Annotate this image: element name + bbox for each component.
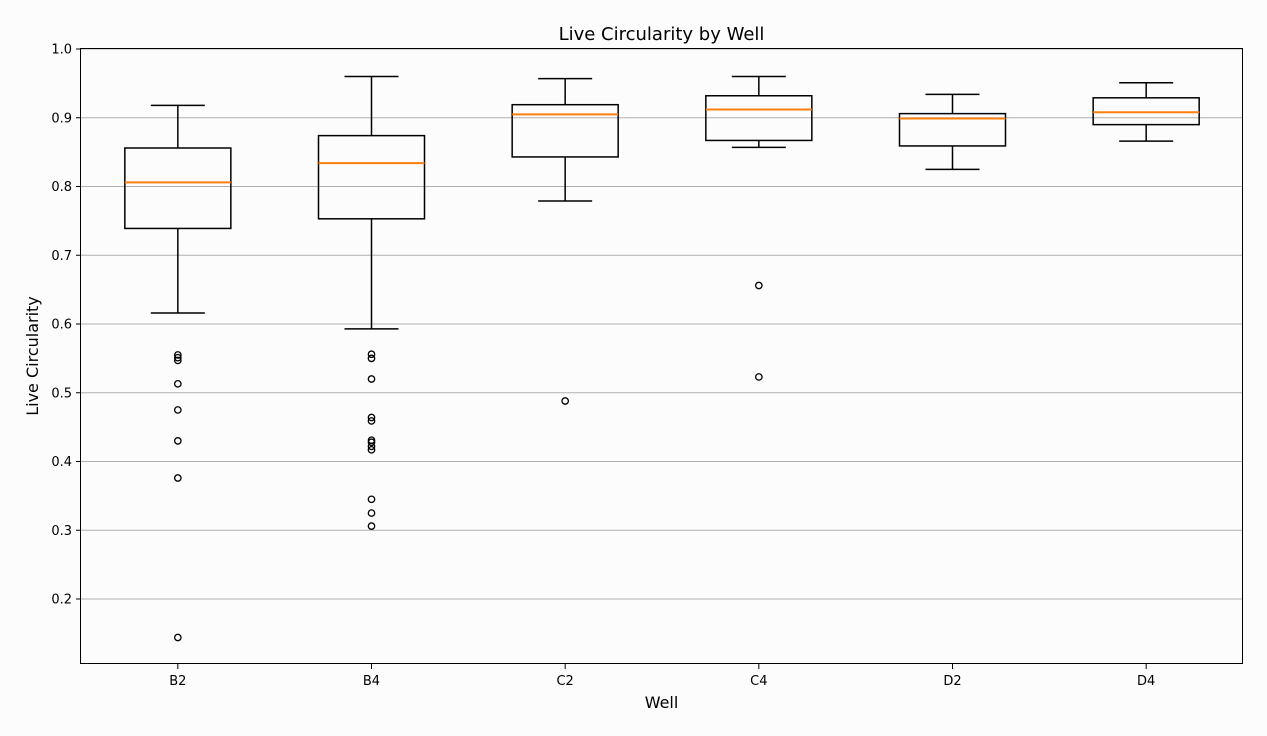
x-tick-label: D4 bbox=[1137, 674, 1155, 689]
outlier-point bbox=[367, 375, 376, 383]
outlier-point bbox=[173, 353, 182, 362]
outlier-point bbox=[173, 474, 182, 482]
iqr-box bbox=[124, 147, 232, 230]
y-tick-label: 1.0 bbox=[51, 43, 72, 58]
y-tick-label: 0.5 bbox=[51, 386, 72, 401]
y-tick-label: 0.3 bbox=[51, 524, 72, 539]
box-group-b2 bbox=[124, 104, 232, 642]
outlier-point bbox=[367, 417, 376, 425]
outlier-point bbox=[561, 397, 570, 405]
outlier-point bbox=[173, 356, 182, 365]
x-axis-label: Well bbox=[645, 693, 679, 712]
outlier-point bbox=[754, 373, 763, 381]
box-group-c2 bbox=[511, 77, 619, 405]
outlier-point bbox=[173, 633, 182, 642]
y-axis: 0.2 0.3 0.4 0.5 0.6 0.7 0.8 0.9 1.0 bbox=[51, 43, 81, 608]
y-tick-label: 0.7 bbox=[51, 249, 72, 264]
box-group-d2 bbox=[898, 93, 1007, 171]
outlier-point bbox=[173, 406, 182, 414]
iqr-box bbox=[705, 95, 813, 142]
box-group-b4 bbox=[317, 75, 426, 530]
outlier-point bbox=[367, 509, 376, 517]
x-tick-label: C2 bbox=[556, 674, 573, 689]
box-group-c4 bbox=[705, 75, 813, 381]
x-tick-label: C4 bbox=[750, 674, 767, 689]
iqr-box bbox=[317, 134, 426, 220]
outlier-point bbox=[367, 438, 376, 447]
box-layer bbox=[124, 75, 1200, 642]
x-tick-label: D2 bbox=[943, 674, 961, 689]
outlier-point bbox=[754, 281, 763, 290]
y-tick-label: 0.6 bbox=[51, 318, 72, 333]
outlier-point bbox=[367, 495, 376, 504]
x-axis: B2 B4 C2 C4 D2 D4 bbox=[169, 664, 1155, 689]
outlier-point bbox=[367, 413, 376, 422]
chart-title: Live Circularity by Well bbox=[559, 24, 765, 45]
iqr-box bbox=[511, 103, 619, 158]
outlier-point bbox=[367, 522, 376, 530]
x-tick-label: B4 bbox=[363, 674, 380, 689]
plot-area-frame bbox=[80, 48, 1243, 664]
y-tick-label: 0.4 bbox=[51, 455, 72, 470]
y-axis-label: Live Circularity bbox=[23, 296, 42, 416]
iqr-box bbox=[1092, 97, 1200, 126]
y-tick-label: 0.8 bbox=[51, 180, 72, 195]
outlier-point bbox=[367, 445, 376, 454]
outlier-point bbox=[367, 350, 376, 359]
outlier-point bbox=[367, 354, 376, 363]
outlier-point bbox=[173, 351, 182, 359]
y-tick-label: 0.9 bbox=[51, 111, 72, 126]
outlier-point bbox=[173, 437, 182, 445]
iqr-box bbox=[898, 112, 1007, 147]
x-tick-label: B2 bbox=[169, 674, 186, 689]
outlier-point bbox=[173, 379, 182, 388]
outlier-point bbox=[367, 442, 376, 451]
y-tick-label: 0.2 bbox=[51, 593, 72, 608]
box-group-d4 bbox=[1092, 81, 1200, 142]
